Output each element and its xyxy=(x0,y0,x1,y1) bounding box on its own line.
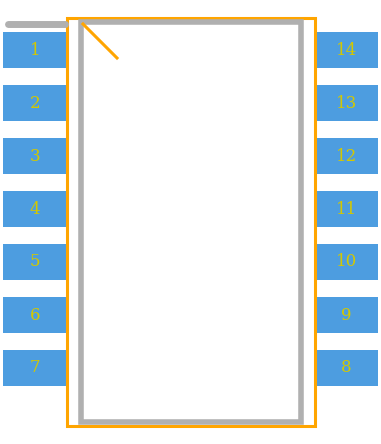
Text: 11: 11 xyxy=(336,201,357,218)
Bar xyxy=(81,22,301,422)
Bar xyxy=(315,138,378,174)
Text: 13: 13 xyxy=(336,95,357,111)
Bar xyxy=(315,244,378,280)
Text: 6: 6 xyxy=(30,306,40,324)
Bar xyxy=(315,297,378,333)
Bar xyxy=(315,191,378,227)
Bar xyxy=(315,32,378,68)
Text: 14: 14 xyxy=(336,41,357,59)
Bar xyxy=(67,18,315,426)
Text: 2: 2 xyxy=(30,95,40,111)
Bar xyxy=(315,350,378,386)
Text: 1: 1 xyxy=(30,41,40,59)
Bar xyxy=(3,350,67,386)
Text: 8: 8 xyxy=(341,360,352,377)
Text: 4: 4 xyxy=(30,201,40,218)
Text: 12: 12 xyxy=(336,147,357,164)
Bar xyxy=(3,32,67,68)
Bar xyxy=(3,297,67,333)
Bar xyxy=(3,191,67,227)
Text: 10: 10 xyxy=(336,254,357,270)
Bar xyxy=(3,244,67,280)
Text: 7: 7 xyxy=(30,360,40,377)
Text: 5: 5 xyxy=(30,254,40,270)
Bar xyxy=(3,85,67,121)
Bar xyxy=(315,85,378,121)
Bar xyxy=(3,138,67,174)
Text: 3: 3 xyxy=(30,147,40,164)
Text: 9: 9 xyxy=(341,306,352,324)
